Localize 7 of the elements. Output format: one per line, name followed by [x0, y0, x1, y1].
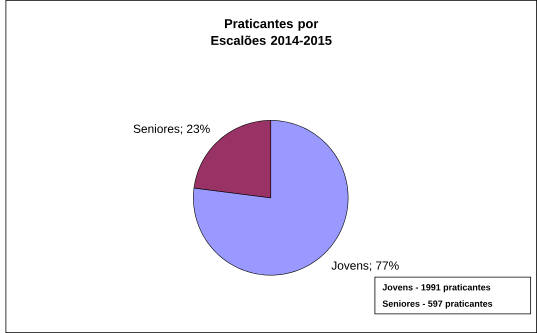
text: Jovens - 1991 praticantes	[382, 284, 490, 292]
data-label: ; 23%	[180, 124, 210, 134]
slice-label: Jovens	[331, 261, 368, 270]
text: Seniores - 597 praticantes	[382, 300, 492, 309]
data-label: ; 77%	[370, 261, 399, 272]
chart-title: Praticantes por Escalões 2014-2015	[211, 18, 332, 45]
slice-label: Seniores	[134, 124, 180, 133]
